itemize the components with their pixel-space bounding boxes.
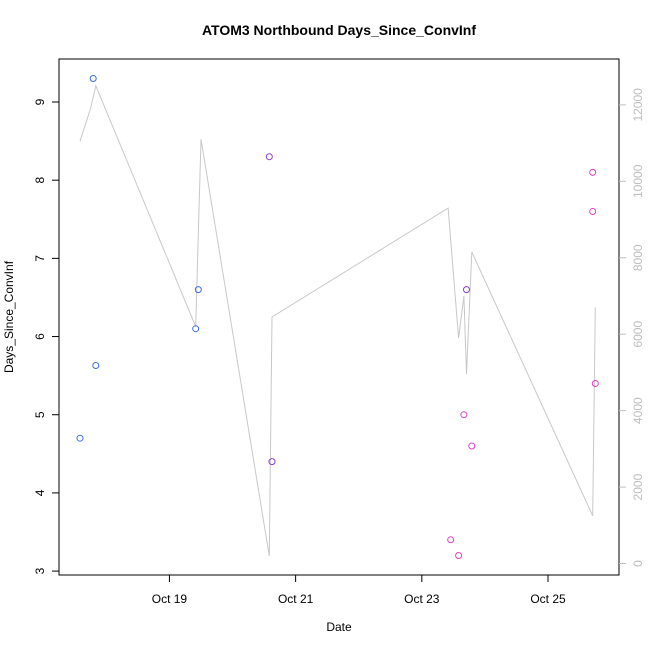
x-axis: Oct 19 Oct 21 Oct 23 Oct 25 — [152, 575, 566, 606]
x-tick-label: Oct 25 — [530, 592, 566, 606]
data-point — [589, 208, 597, 215]
y-tick-label: 6 — [33, 333, 47, 340]
data-point — [447, 536, 455, 544]
y-tick-label: 7 — [33, 255, 47, 262]
y-tick-label: 8 — [33, 177, 47, 184]
data-point — [589, 168, 597, 176]
data-point — [76, 434, 84, 442]
data-point — [455, 552, 463, 559]
x-axis-label: Date — [326, 620, 352, 634]
y2-tick-label: 2000 — [631, 473, 645, 500]
y-axis-label: Days_Since_ConvInf — [2, 260, 16, 373]
y-tick-label: 9 — [33, 98, 47, 105]
y-tick-label: 3 — [33, 567, 47, 574]
line-series-layer — [79, 84, 596, 556]
data-point — [265, 153, 273, 161]
data-point — [192, 325, 200, 333]
data-point — [460, 411, 468, 419]
points-layer — [76, 75, 599, 559]
data-point — [89, 75, 97, 82]
data-point — [463, 286, 470, 294]
y-axis-left: 3 4 5 6 7 8 9 — [33, 98, 59, 574]
y-tick-label: 4 — [33, 489, 47, 496]
x-tick-label: Oct 23 — [404, 592, 440, 606]
y2-tick-label: 6000 — [631, 321, 645, 348]
y2-tick-label: 0 — [631, 560, 645, 567]
y2-tick-label: 4000 — [631, 397, 645, 424]
y2-tick-label: 8000 — [631, 244, 645, 271]
y2-tick-label: 10000 — [631, 164, 645, 198]
data-point — [194, 286, 202, 294]
y2-tick-label: 12000 — [631, 88, 645, 122]
series-line — [79, 84, 596, 556]
y-tick-label: 5 — [33, 411, 47, 418]
x-tick-label: Oct 19 — [152, 592, 188, 606]
chart-title: ATOM3 Northbound Days_Since_ConvInf — [202, 22, 476, 38]
y-axis-right: 0 2000 4000 6000 8000 10000 12000 — [619, 88, 645, 567]
data-point — [591, 380, 599, 387]
x-tick-label: Oct 21 — [278, 592, 314, 606]
plot-frame — [58, 58, 620, 576]
data-point — [468, 442, 476, 450]
data-point — [92, 362, 100, 369]
data-point — [268, 458, 276, 466]
